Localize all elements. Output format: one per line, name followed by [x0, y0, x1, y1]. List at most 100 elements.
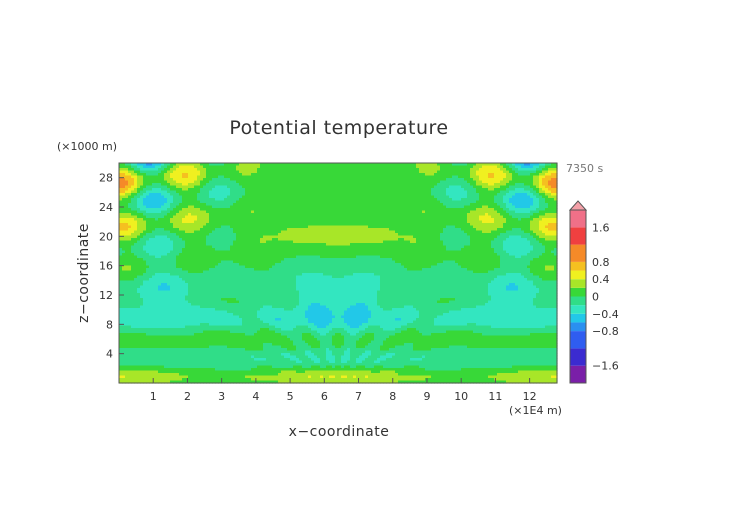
heatmap-cell — [365, 168, 369, 172]
heatmap-cell — [284, 200, 288, 204]
heatmap-cell — [218, 198, 222, 202]
heatmap-cell — [497, 208, 501, 212]
heatmap-cell — [191, 210, 195, 214]
heatmap-cell — [509, 193, 513, 197]
heatmap-cell — [179, 193, 183, 197]
heatmap-cell — [176, 163, 180, 167]
heatmap-cell — [206, 205, 210, 209]
heatmap-cell — [263, 183, 267, 187]
heatmap-cell — [413, 198, 417, 202]
heatmap-cell — [311, 188, 315, 192]
heatmap-cell — [302, 208, 306, 212]
heatmap-cell — [209, 200, 213, 204]
heatmap-cell — [368, 215, 372, 219]
heatmap-cell — [434, 165, 438, 169]
heatmap-cell — [479, 180, 483, 184]
heatmap-cell — [299, 213, 303, 217]
heatmap-cell — [287, 180, 291, 184]
heatmap-cell — [194, 198, 198, 202]
heatmap-cell — [179, 180, 183, 184]
heatmap-cell — [152, 213, 156, 217]
heatmap-cell — [233, 203, 237, 207]
heatmap-cell — [458, 210, 462, 214]
heatmap-cell — [317, 208, 321, 212]
heatmap-cell — [545, 170, 549, 174]
heatmap-cell — [254, 208, 258, 212]
heatmap-cell — [263, 185, 267, 189]
heatmap-cell — [470, 175, 474, 179]
heatmap-cell — [524, 173, 528, 177]
heatmap-cell — [218, 195, 222, 199]
heatmap-cell — [371, 175, 375, 179]
heatmap-cell — [473, 193, 477, 197]
heatmap-cell — [263, 205, 267, 209]
heatmap-cell — [278, 188, 282, 192]
heatmap-cell — [122, 175, 126, 179]
heatmap-cell — [515, 185, 519, 189]
heatmap-cell — [239, 188, 243, 192]
heatmap-cell — [443, 210, 447, 214]
heatmap-cell — [149, 208, 153, 212]
heatmap-cell — [233, 193, 237, 197]
heatmap-cell — [344, 183, 348, 187]
heatmap-cell — [353, 165, 357, 169]
heatmap-cell — [302, 165, 306, 169]
heatmap-cell — [485, 193, 489, 197]
heatmap-cell — [515, 200, 519, 204]
heatmap-cell — [302, 200, 306, 204]
heatmap-cell — [389, 163, 393, 167]
heatmap-cell — [242, 198, 246, 202]
heatmap-cell — [233, 170, 237, 174]
heatmap-cell — [164, 180, 168, 184]
heatmap-cell — [527, 163, 531, 167]
heatmap-cell — [155, 183, 159, 187]
heatmap-cell — [173, 213, 177, 217]
heatmap-cell — [440, 198, 444, 202]
heatmap-cell — [155, 185, 159, 189]
heatmap-cell — [548, 208, 552, 212]
heatmap-cell — [395, 163, 399, 167]
heatmap-cell — [362, 215, 366, 219]
heatmap-cell — [263, 163, 267, 167]
heatmap-cell — [509, 165, 513, 169]
heatmap-cell — [539, 215, 543, 219]
heatmap-cell — [395, 175, 399, 179]
heatmap-cell — [272, 188, 276, 192]
heatmap-cell — [542, 193, 546, 197]
heatmap-cell — [332, 210, 336, 214]
heatmap-cell — [305, 185, 309, 189]
heatmap-cell — [404, 183, 408, 187]
heatmap-cell — [521, 203, 525, 207]
heatmap-cell — [131, 175, 135, 179]
heatmap-cell — [296, 218, 300, 222]
heatmap-cell — [122, 208, 126, 212]
heatmap-cell — [494, 200, 498, 204]
heatmap-cell — [224, 190, 228, 194]
heatmap-cell — [317, 173, 321, 177]
heatmap-cell — [521, 190, 525, 194]
heatmap-cell — [251, 200, 255, 204]
heatmap-cell — [353, 203, 357, 207]
heatmap-cell — [263, 190, 267, 194]
heatmap-cell — [491, 165, 495, 169]
heatmap-cell — [287, 210, 291, 214]
heatmap-cell — [191, 205, 195, 209]
heatmap-cell — [533, 165, 537, 169]
heatmap-cell — [143, 213, 147, 217]
heatmap-cell — [524, 195, 528, 199]
heatmap-cell — [365, 213, 369, 217]
heatmap-cell — [311, 175, 315, 179]
heatmap-cell — [425, 183, 429, 187]
heatmap-cell — [377, 195, 381, 199]
heatmap-cell — [458, 173, 462, 177]
heatmap-cell — [491, 163, 495, 167]
heatmap-cell — [122, 193, 126, 197]
heatmap-cell — [266, 210, 270, 214]
heatmap-cell — [164, 193, 168, 197]
heatmap-cell — [185, 170, 189, 174]
heatmap-cell — [230, 218, 234, 222]
heatmap-cell — [446, 205, 450, 209]
heatmap-cell — [281, 195, 285, 199]
heatmap-cell — [269, 165, 273, 169]
heatmap-cell — [332, 168, 336, 172]
